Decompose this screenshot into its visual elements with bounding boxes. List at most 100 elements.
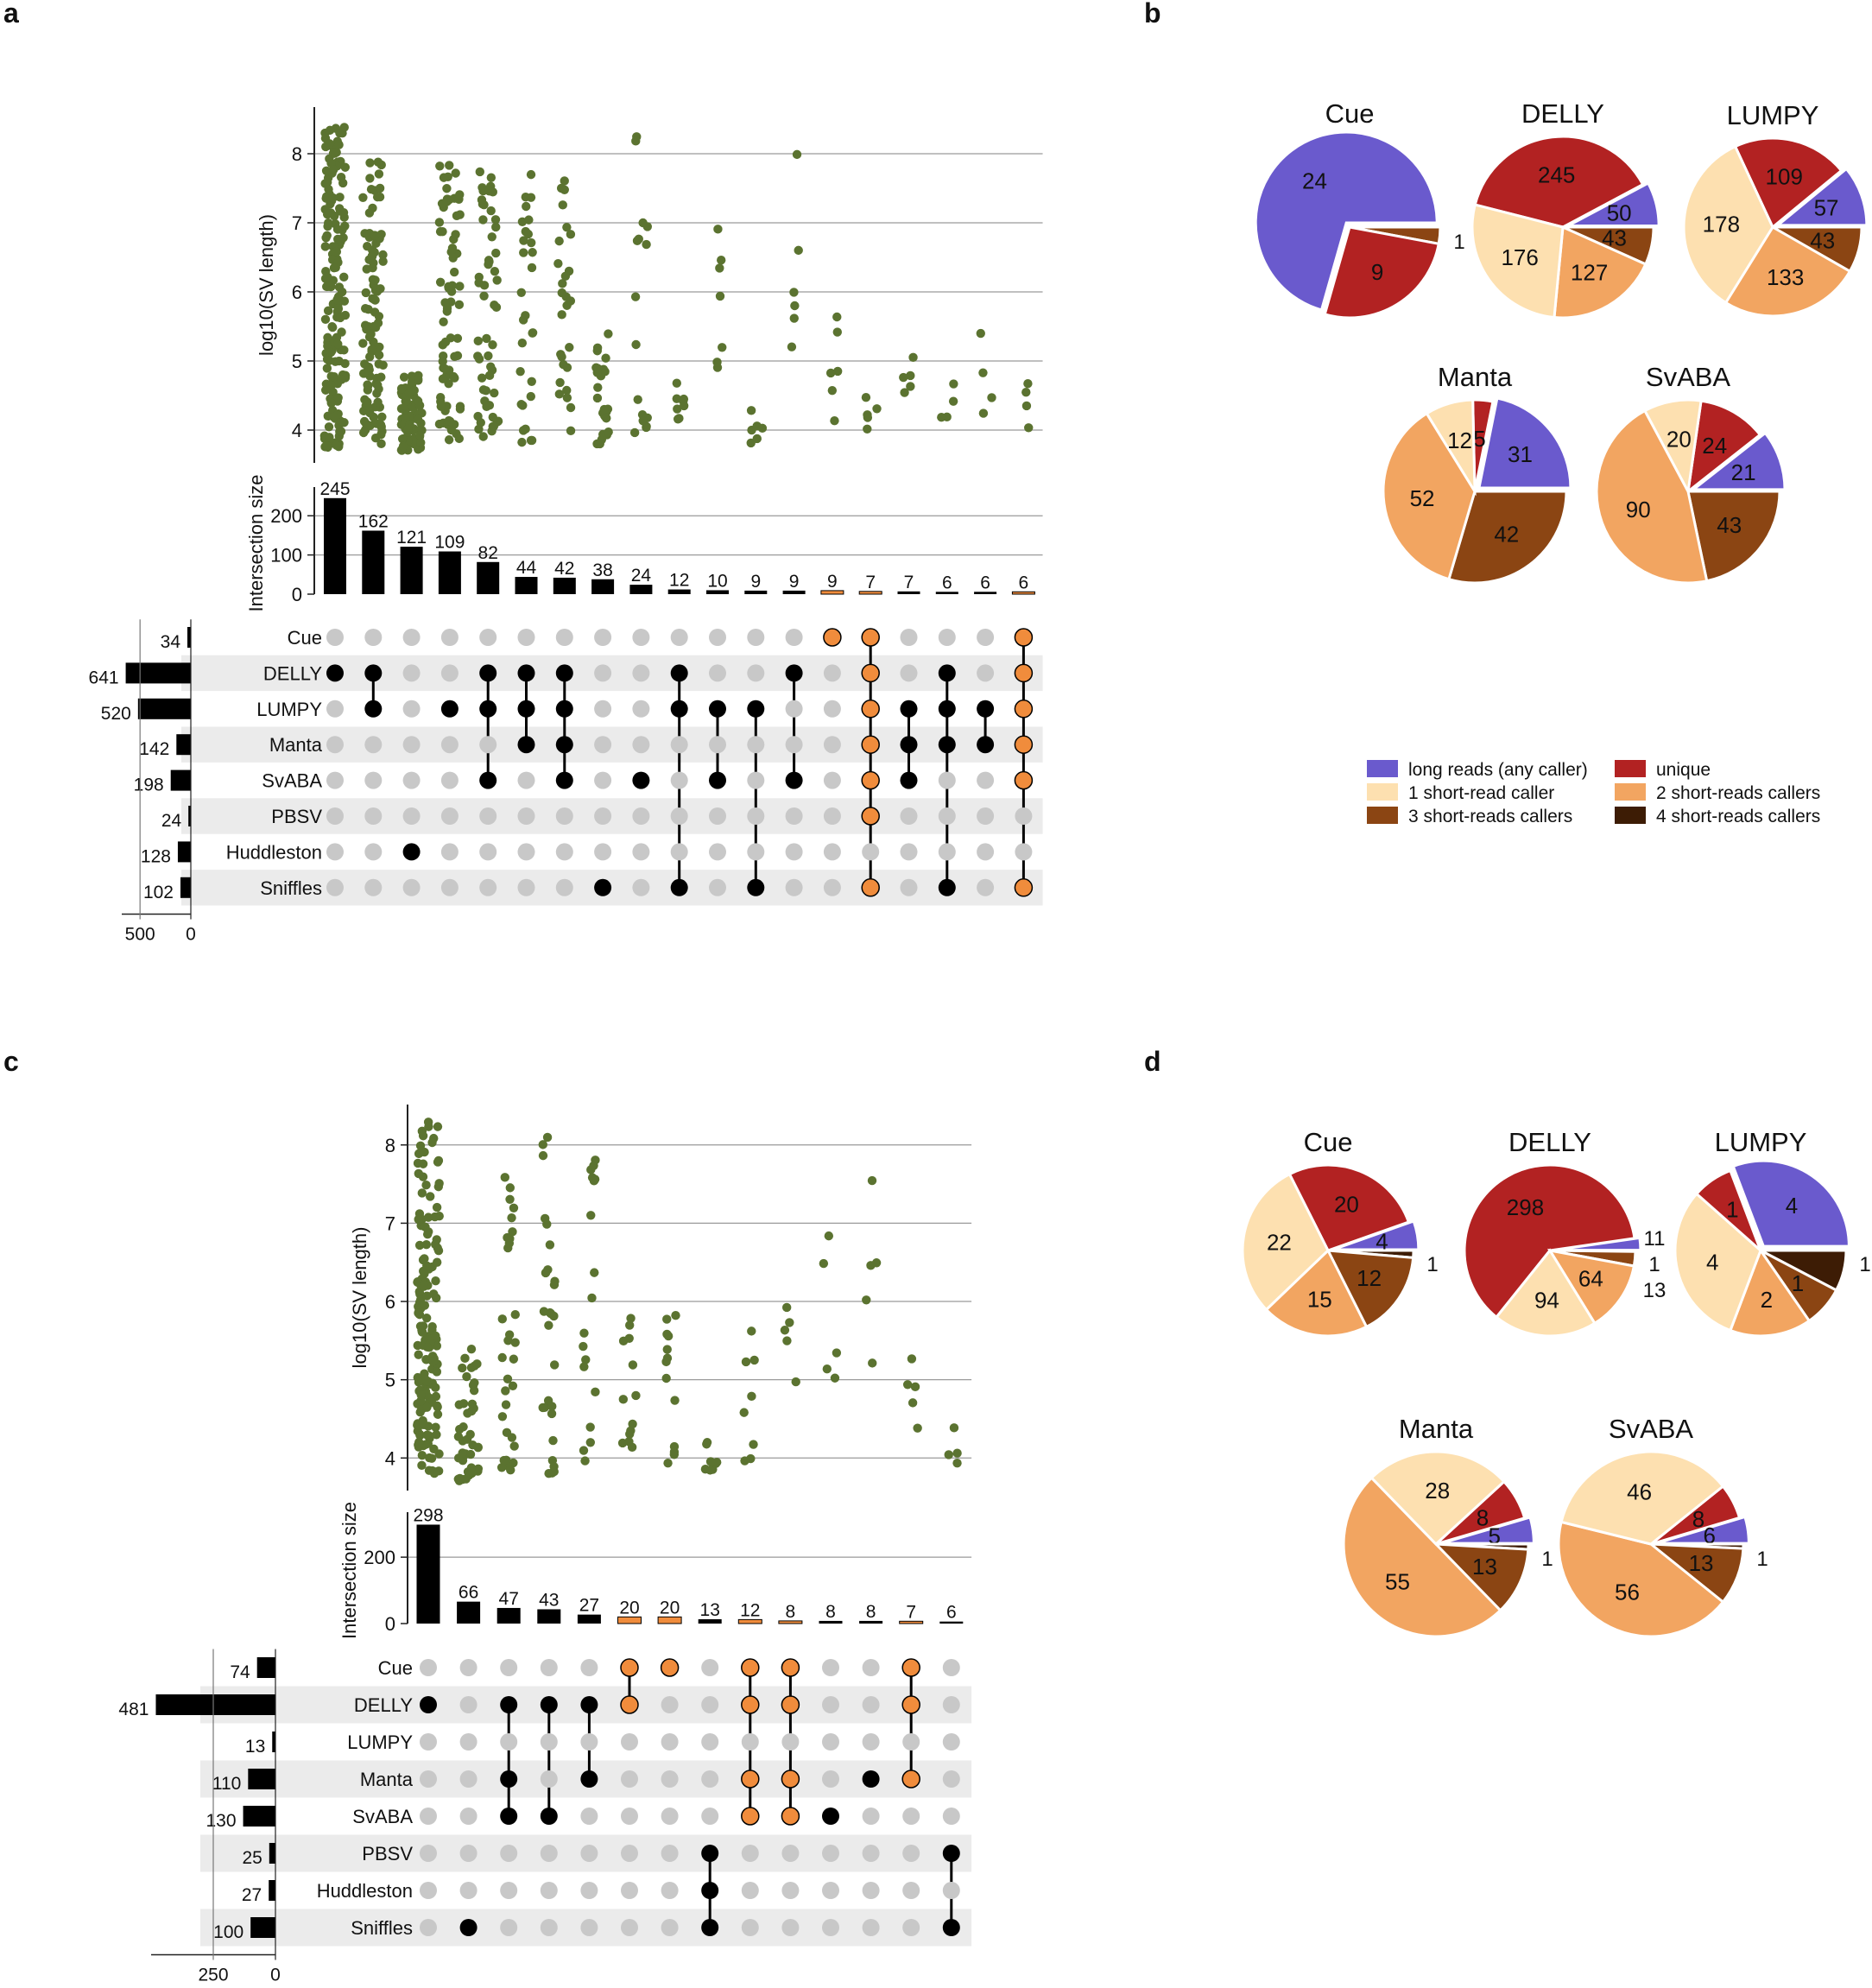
pie-slice-label: 94 xyxy=(1534,1287,1559,1313)
strip-point xyxy=(830,415,839,426)
strip-point xyxy=(419,1282,429,1291)
strip-point xyxy=(330,149,339,158)
intersection-size-label: 9 xyxy=(750,572,761,592)
pie-slice-label: 13 xyxy=(1472,1554,1497,1580)
matrix-dot xyxy=(670,700,688,718)
strip-point xyxy=(422,1261,432,1270)
pie-slice xyxy=(1332,1219,1420,1251)
matrix-dot xyxy=(479,843,497,861)
matrix-dot xyxy=(942,1845,960,1862)
matrix-dot xyxy=(747,771,765,789)
strip-point xyxy=(417,1188,427,1198)
strip-point xyxy=(832,327,842,337)
pie-slice xyxy=(1689,431,1787,491)
intersection-size-label: 298 xyxy=(413,1505,443,1525)
strip-point xyxy=(370,231,380,240)
strip-point xyxy=(741,1357,751,1367)
strip-point xyxy=(415,1430,425,1440)
strip-point xyxy=(448,253,458,263)
pie-slice xyxy=(1731,1159,1850,1248)
matrix-dot xyxy=(861,700,880,719)
pie-slice-label: 28 xyxy=(1425,1478,1450,1504)
matrix-dot xyxy=(781,1733,800,1751)
strip-point xyxy=(510,1310,520,1320)
strip-point xyxy=(376,439,386,449)
pie-slice xyxy=(1254,130,1439,312)
matrix-dot xyxy=(942,1696,960,1713)
strip-point xyxy=(791,1377,800,1387)
strip-point xyxy=(333,339,343,349)
intersection-bar xyxy=(778,1620,803,1624)
intersection-bar xyxy=(591,579,615,594)
strip-point xyxy=(370,275,380,285)
matrix-dot xyxy=(402,771,421,789)
intersection-bar xyxy=(706,590,729,594)
strip-point xyxy=(662,1329,672,1339)
matrix-dot xyxy=(781,1919,800,1936)
matrix-dot xyxy=(823,700,841,718)
matrix-dot xyxy=(364,807,383,825)
strip-point xyxy=(358,193,368,202)
legend-label: 1 short-read caller xyxy=(1408,783,1554,803)
legend-swatch xyxy=(1367,783,1398,801)
strip-point xyxy=(435,161,445,171)
strip-point xyxy=(414,1168,423,1179)
set-size-bar xyxy=(177,841,191,863)
matrix-dot xyxy=(701,1733,719,1751)
strip-point xyxy=(601,353,610,363)
pie-slice xyxy=(1774,167,1869,227)
matrix-dot xyxy=(621,1919,638,1936)
strip-point xyxy=(952,1458,962,1468)
matrix-dot xyxy=(661,1733,679,1751)
strip-point xyxy=(455,210,465,219)
strip-tick-label: 6 xyxy=(385,1291,395,1313)
pie-slice xyxy=(1559,1450,1725,1546)
strip-point xyxy=(505,1194,515,1204)
matrix-dot xyxy=(861,735,880,754)
matrix-dot xyxy=(555,807,573,825)
intersection-size-label: 6 xyxy=(1019,573,1029,592)
strip-point xyxy=(862,1295,871,1305)
matrix-dot xyxy=(823,807,841,825)
matrix-dot xyxy=(326,878,344,896)
matrix-dot xyxy=(861,807,880,826)
pie-slice xyxy=(1546,1248,1636,1326)
matrix-dot xyxy=(517,771,535,789)
matrix-dot xyxy=(326,843,344,861)
matrix-dot xyxy=(420,1733,437,1751)
strip-point xyxy=(509,1354,519,1364)
intersection-bar xyxy=(617,1616,642,1624)
matrix-dot xyxy=(902,1808,920,1825)
matrix-dot xyxy=(555,771,573,789)
matrix-dot xyxy=(402,664,421,682)
strip-point xyxy=(415,1141,426,1151)
strip-point xyxy=(322,441,332,451)
strip-point xyxy=(442,307,452,316)
strip-point xyxy=(328,193,338,203)
strip-point xyxy=(978,408,989,418)
matrix-dot xyxy=(670,736,688,754)
strip-point xyxy=(556,350,566,359)
pie-slice-label: 46 xyxy=(1627,1478,1652,1504)
intersection-bar xyxy=(400,547,423,594)
pie-slice-label: 90 xyxy=(1626,497,1651,522)
pie-slice-label: 43 xyxy=(1810,227,1835,253)
strip-point xyxy=(987,393,996,402)
matrix-dot xyxy=(326,629,344,646)
matrix-dot xyxy=(594,843,612,861)
strip-point xyxy=(554,389,565,399)
strip-point xyxy=(328,412,338,421)
strip-point xyxy=(757,423,768,434)
pie-slice-label: 64 xyxy=(1578,1265,1603,1291)
strip-point xyxy=(333,393,343,402)
strip-point xyxy=(566,230,576,239)
matrix-dot xyxy=(977,878,995,896)
matrix-dot xyxy=(709,736,726,754)
strip-point xyxy=(566,402,576,413)
matrix-dot xyxy=(580,1659,598,1676)
matrix-dot xyxy=(861,663,880,683)
strip-point xyxy=(432,1430,441,1440)
strip-point xyxy=(558,279,567,288)
matrix-dot xyxy=(823,736,841,754)
strip-point xyxy=(662,1353,673,1363)
